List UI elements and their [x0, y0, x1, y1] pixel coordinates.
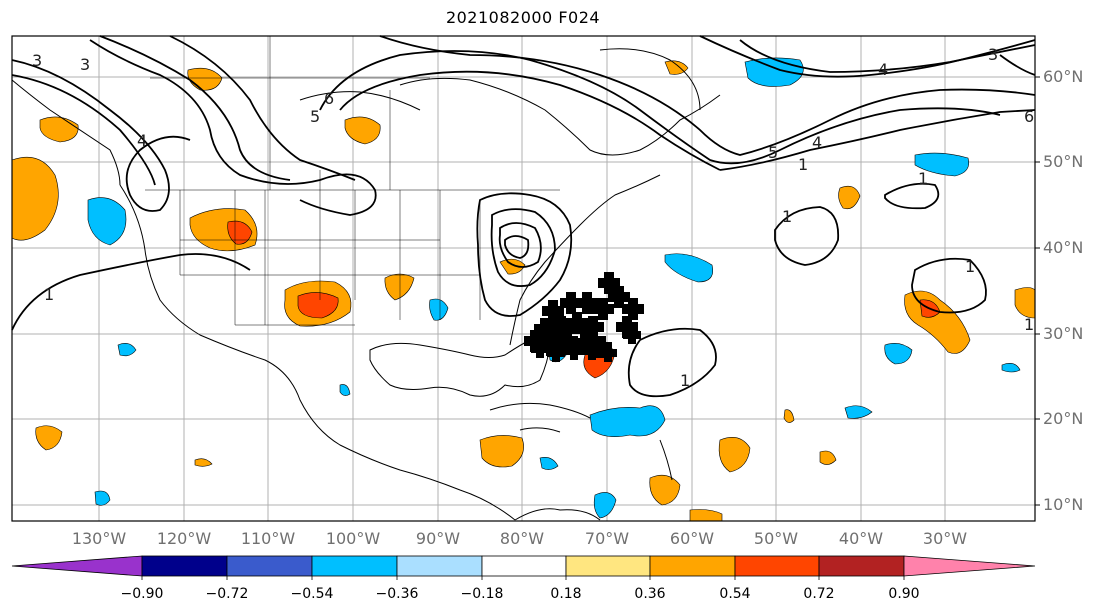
lon-label: 60°W — [669, 529, 715, 548]
shaded-anomalies — [11, 57, 1036, 522]
colorbar — [11, 555, 1036, 580]
lon-label: 100°W — [325, 529, 381, 548]
contour-label: 4 — [878, 60, 888, 79]
contour-label: 3 — [80, 55, 90, 74]
lon-label: 30°W — [922, 529, 968, 548]
contour-label: 4 — [137, 131, 147, 150]
contour-label: 4 — [812, 133, 822, 152]
lat-label: 20°N — [1043, 409, 1084, 428]
contour-label: 1 — [798, 155, 808, 174]
colorbar-tick-label: 0.90 — [888, 586, 920, 602]
coastlines — [11, 48, 721, 521]
colorbar-segment — [565, 555, 651, 577]
lon-label: 40°W — [838, 529, 884, 548]
colorbar-tick-label: 0.54 — [719, 586, 751, 602]
colorbar-tick-label: −0.90 — [120, 586, 164, 602]
contour-label: 5 — [768, 143, 778, 162]
lon-label: 80°W — [499, 529, 545, 548]
contour-label: 1 — [918, 169, 928, 188]
lon-label: 50°W — [753, 529, 799, 548]
colorbar-segment — [818, 555, 905, 577]
borders — [145, 36, 560, 326]
lon-label: 90°W — [415, 529, 461, 548]
lat-label: 40°N — [1043, 238, 1084, 257]
lon-label: 70°W — [584, 529, 630, 548]
colorbar-segment — [734, 555, 820, 577]
colorbar-tick-label: −0.36 — [375, 586, 419, 602]
colorbar-segment — [141, 555, 228, 577]
colorbar-tick-label: 0.36 — [634, 586, 666, 602]
contour-labels: 3 3 5 6 4 4 6 3 5 1 4 1 1 1 1 1 1 — [32, 45, 1034, 390]
contour-label: 1 — [965, 257, 975, 276]
colorbar-segment — [481, 555, 567, 577]
map-frame — [11, 35, 1036, 522]
plus-marker-cluster — [524, 272, 644, 362]
colorbar-tick-label: −0.54 — [290, 586, 334, 602]
map-title: 2021082000 F024 — [445, 8, 601, 27]
colorbar-tick-label: 0.72 — [803, 586, 835, 602]
contour-label: 5 — [310, 107, 320, 126]
contour-label: 6 — [324, 89, 334, 108]
lon-label: 120°W — [156, 529, 212, 548]
contour-lines — [11, 35, 1036, 398]
colorbar-tick-label: −0.72 — [205, 586, 249, 602]
lon-label: 110°W — [240, 529, 296, 548]
lat-label: 10°N — [1043, 495, 1084, 514]
lat-label: 60°N — [1043, 67, 1084, 86]
colorbar-segment — [226, 555, 313, 577]
colorbar-tick-label: −0.18 — [460, 586, 504, 602]
lon-label: 130°W — [71, 529, 127, 548]
colorbar-tick-label: 0.18 — [550, 586, 582, 602]
colorbar-segment — [11, 555, 143, 577]
lat-label: 30°N — [1043, 324, 1084, 343]
lat-label: 50°N — [1043, 152, 1084, 171]
colorbar-segment — [311, 555, 398, 577]
contour-label: 1 — [680, 371, 690, 390]
contour-label: 1 — [782, 207, 792, 226]
colorbar-segment — [396, 555, 483, 577]
contour-label: 1 — [44, 285, 54, 304]
axis-ticks — [1035, 76, 1040, 506]
contour-label: 1 — [1024, 315, 1034, 334]
colorbar-segment — [903, 555, 1036, 577]
contour-label: 3 — [988, 45, 998, 64]
colorbar-segment — [649, 555, 736, 577]
contour-label: 3 — [32, 51, 42, 70]
contour-label: 6 — [1024, 107, 1034, 126]
